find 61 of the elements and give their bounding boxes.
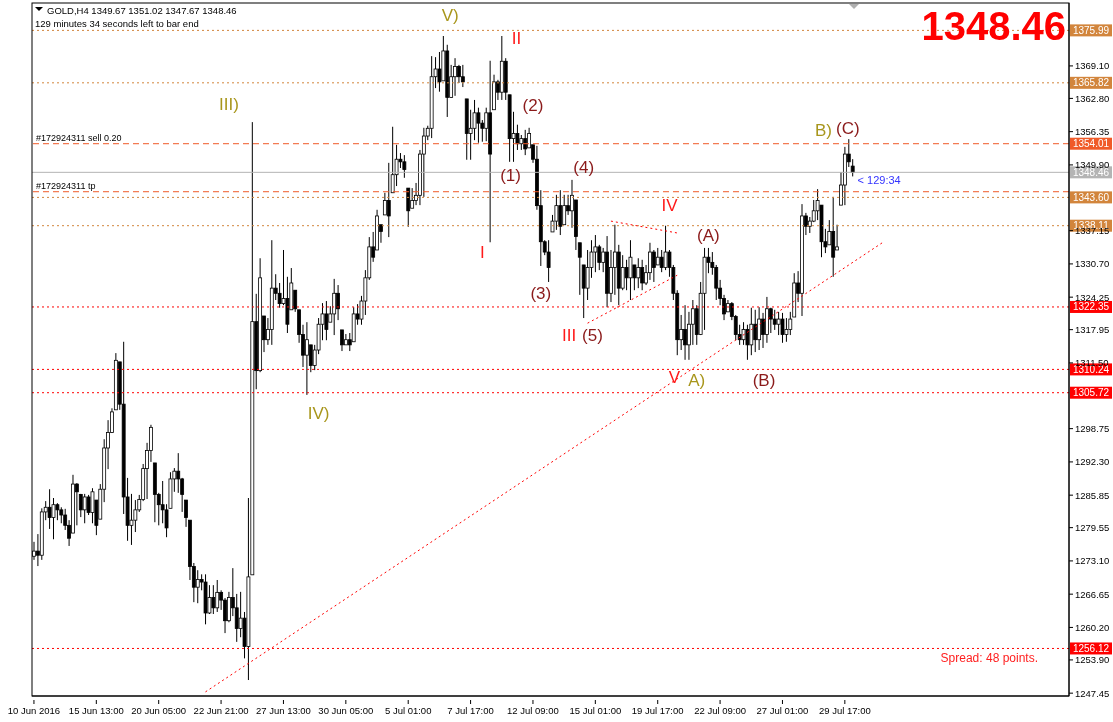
y-tick-label: 1260.20 bbox=[1075, 621, 1110, 633]
y-tick-label: 1247.45 bbox=[1075, 687, 1110, 699]
x-tick-label: 27 Jul 01:00 bbox=[756, 705, 809, 716]
ref-line-label: 1322.35 bbox=[1072, 301, 1110, 313]
annotation: 1348.46 bbox=[921, 4, 1066, 48]
y-tick-label: 1292.30 bbox=[1075, 456, 1110, 468]
annotation: (3) bbox=[530, 283, 552, 303]
annotation: (4) bbox=[573, 157, 595, 177]
annotation: V bbox=[668, 367, 681, 387]
y-tick-label: 1317.95 bbox=[1075, 324, 1110, 336]
annotation: #172924311 sell 0.20 bbox=[36, 133, 122, 143]
y-tick-label: 1362.80 bbox=[1075, 92, 1110, 104]
annotation: V) bbox=[441, 5, 459, 25]
ref-line-label: 1365.82 bbox=[1072, 77, 1110, 89]
annotation: (A) bbox=[697, 225, 720, 245]
annotation: < 129:34 bbox=[857, 174, 901, 186]
y-tick-label: 1330.70 bbox=[1075, 258, 1110, 270]
annotation: (C) bbox=[836, 118, 860, 138]
chart-title: GOLD,H4 1349.67 1351.02 1347.67 1348.46 bbox=[47, 4, 237, 16]
annotation: IV bbox=[661, 195, 679, 215]
x-tick-label: 27 Jun 13:00 bbox=[255, 705, 311, 716]
ref-line-label: 1305.72 bbox=[1072, 387, 1110, 399]
annotation: (1) bbox=[500, 165, 521, 185]
y-tick-label: 1253.90 bbox=[1075, 654, 1110, 666]
annotation: III bbox=[561, 325, 577, 345]
y-tick-label: 1356.35 bbox=[1075, 126, 1110, 138]
ref-line-label: 1343.60 bbox=[1072, 191, 1110, 203]
x-tick-label: 15 Jun 13:00 bbox=[68, 705, 124, 716]
x-tick-label: 29 Jul 17:00 bbox=[818, 705, 871, 716]
ref-line-label: 1375.99 bbox=[1072, 24, 1110, 36]
annotation: I bbox=[479, 242, 485, 262]
annotation: B) bbox=[814, 120, 832, 140]
annotation: IV) bbox=[307, 403, 330, 423]
annotation: Spread: 48 points. bbox=[940, 651, 1038, 665]
ref-line-label: 1256.12 bbox=[1072, 642, 1110, 654]
y-tick-label: 1369.10 bbox=[1075, 60, 1110, 72]
y-tick-label: 1266.65 bbox=[1075, 588, 1110, 600]
annotation: #172924311 tp bbox=[36, 181, 96, 191]
x-tick-label: 5 Jul 01:00 bbox=[384, 705, 432, 716]
x-tick-label: 12 Jul 09:00 bbox=[507, 705, 559, 716]
y-tick-label: 1285.85 bbox=[1075, 489, 1110, 501]
annotation: III) bbox=[219, 94, 239, 114]
annotation: (B) bbox=[752, 370, 776, 390]
x-tick-label: 30 Jun 05:00 bbox=[318, 705, 374, 716]
annotation: II bbox=[511, 28, 522, 48]
x-tick-label: 15 Jul 01:00 bbox=[569, 705, 622, 716]
x-tick-label: 20 Jun 05:00 bbox=[131, 705, 187, 716]
x-tick-label: 22 Jul 09:00 bbox=[694, 705, 746, 716]
annotation: (2) bbox=[522, 95, 544, 115]
x-tick-label: 7 Jul 17:00 bbox=[447, 705, 494, 716]
x-tick-label: 10 Jun 2016 bbox=[7, 705, 61, 716]
ref-line-label: 1354.01 bbox=[1072, 138, 1110, 150]
annotation: A) bbox=[688, 370, 706, 390]
text: 129 minutes 34 seconds left to bar end bbox=[35, 17, 199, 29]
annotation: (5) bbox=[582, 325, 603, 345]
y-tick-label: 1324.25 bbox=[1075, 291, 1110, 303]
y-tick-label: 1273.10 bbox=[1075, 555, 1110, 567]
x-tick-label: 22 Jun 21:00 bbox=[193, 705, 249, 716]
x-tick-label: 19 Jul 17:00 bbox=[631, 705, 684, 716]
y-tick-label: 1298.75 bbox=[1075, 423, 1110, 435]
y-tick-label: 1279.55 bbox=[1075, 522, 1110, 534]
